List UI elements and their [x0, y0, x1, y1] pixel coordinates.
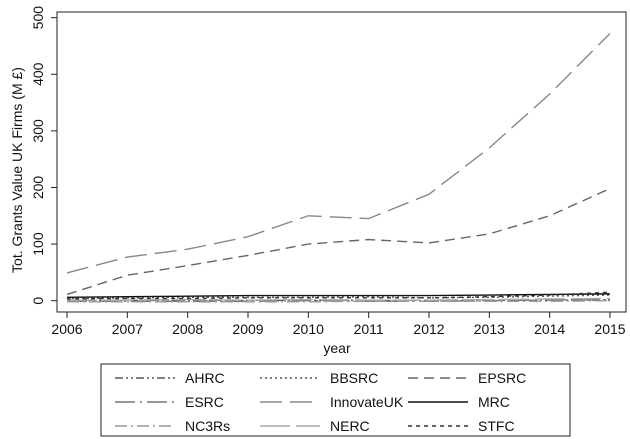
x-tick-label: 2007	[112, 321, 143, 337]
y-axis: 0 100 200 300 400 500	[30, 6, 57, 305]
y-tick-label: 400	[30, 62, 46, 86]
x-tick-label: 2011	[354, 321, 384, 337]
x-tick-label: 2014	[534, 321, 565, 337]
series-lines	[66, 33, 611, 303]
series-line-mrc	[66, 293, 611, 298]
y-axis-label: Tot. Grants Value UK Firms (M £)	[9, 67, 25, 273]
series-line-nerc	[67, 297, 611, 301]
series-line-bbsrc	[66, 294, 611, 300]
y-tick-label: 300	[30, 119, 46, 143]
series-line-epsrc	[66, 187, 611, 296]
legend-label-stfc: STFC	[478, 418, 515, 434]
x-tick-label: 2008	[172, 321, 203, 337]
legend-label-nerc: NERC	[330, 418, 370, 434]
legend-label-esrc: ESRC	[185, 394, 224, 410]
legend-label-bbsrc: BBSRC	[330, 370, 378, 386]
y-tick-label: 500	[30, 6, 46, 30]
legend: AHRC BBSRC EPSRC ESRC InnovateUK MRC NC3Rs NERC…	[115, 370, 526, 434]
x-tick-label: 2012	[413, 321, 444, 337]
series-line-nc3rs	[67, 299, 611, 303]
plot-area	[56, 11, 627, 313]
x-axis-label: year	[323, 340, 351, 356]
legend-label-epsrc: EPSRC	[478, 370, 526, 386]
x-tick-label: 2009	[232, 321, 263, 337]
legend-label-mrc: MRC	[478, 394, 510, 410]
x-tick-label: 2015	[594, 321, 625, 337]
legend-label-nc3rs: NC3Rs	[185, 418, 230, 434]
x-tick-label: 2006	[51, 321, 82, 337]
x-axis: 2006 2007 2008 2009 2010 2011 2012 2013 2014 2015	[51, 312, 626, 337]
legend-label-innovateuk: InnovateUK	[330, 394, 404, 410]
legend-box	[100, 363, 571, 437]
series-line-stfc	[66, 291, 611, 300]
y-tick-label: 0	[30, 297, 46, 305]
y-tick-label: 200	[30, 176, 46, 200]
y-tick-label: 100	[30, 232, 46, 256]
series-line-innovateuk	[66, 33, 611, 274]
legend-label-ahrc: AHRC	[185, 370, 225, 386]
x-tick-label: 2010	[293, 321, 324, 337]
x-tick-label: 2013	[474, 321, 505, 337]
